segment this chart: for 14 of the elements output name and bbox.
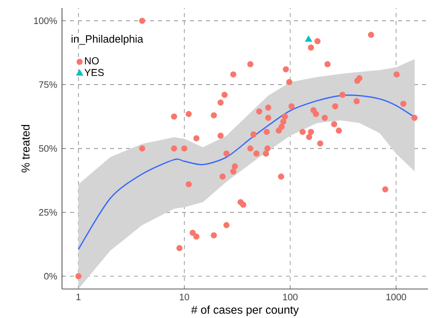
x-tick-label: 100 <box>283 294 298 300</box>
x-tick-label: 10 <box>180 294 190 300</box>
x-axis-title: # of cases per county <box>191 305 299 316</box>
y-tick-label: 0% <box>44 272 57 280</box>
y-tick-label: 75% <box>39 81 57 88</box>
x-tick-label: 1 <box>76 294 81 300</box>
legend-label: NO <box>85 57 99 64</box>
y-tick-label: 100% <box>34 17 57 24</box>
legend-label: YES <box>84 68 104 76</box>
y-axis-title: % treated <box>21 124 30 172</box>
legend-title: in_Philadelphia <box>72 34 144 45</box>
x-tick-label: 1000 <box>386 294 406 300</box>
y-tick-label: 50% <box>38 145 57 152</box>
y-tick-label: 25% <box>39 209 57 216</box>
